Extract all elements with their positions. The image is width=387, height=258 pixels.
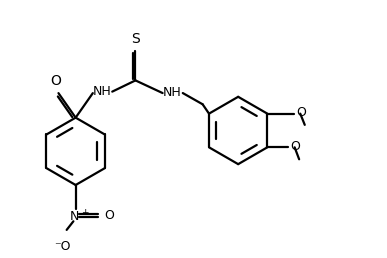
Text: +: + xyxy=(81,208,88,217)
Text: N: N xyxy=(70,210,80,223)
Text: NH: NH xyxy=(163,86,182,99)
Text: ⁻O: ⁻O xyxy=(54,240,71,253)
Text: O: O xyxy=(50,74,61,88)
Text: NH: NH xyxy=(93,85,111,98)
Text: O: O xyxy=(296,106,306,119)
Text: O: O xyxy=(104,209,114,222)
Text: S: S xyxy=(131,32,140,46)
Text: O: O xyxy=(290,140,300,153)
